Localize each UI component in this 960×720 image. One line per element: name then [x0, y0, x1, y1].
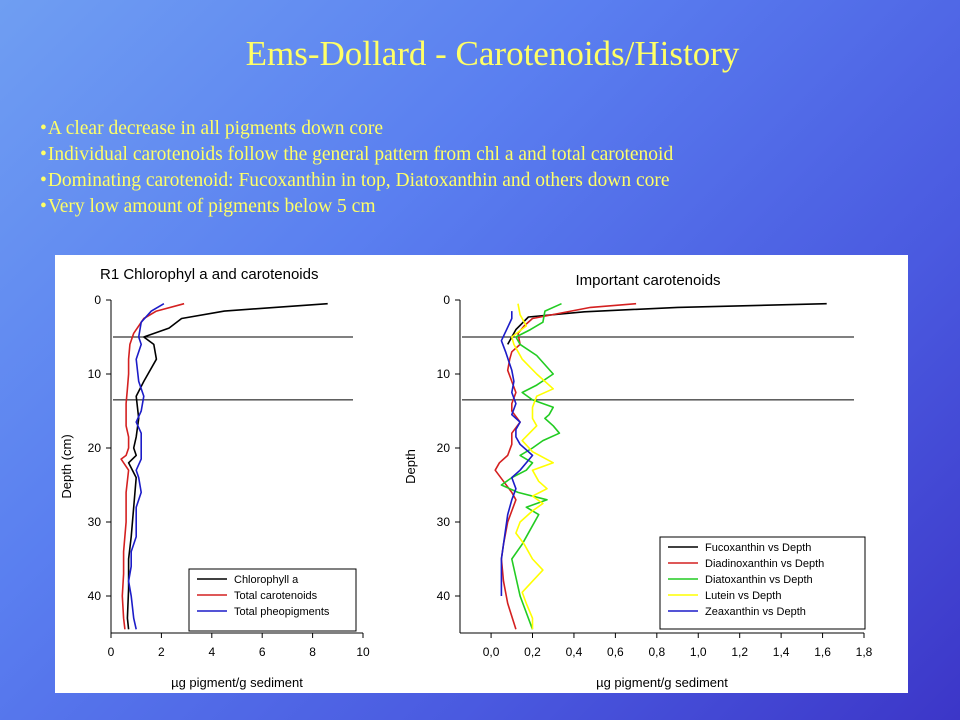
chart-title: Important carotenoids: [575, 272, 720, 289]
legend-label: Total pheopigments: [234, 606, 330, 618]
series-line: [127, 303, 165, 630]
bullet-item: Individual carotenoids follow the genera…: [40, 142, 673, 168]
legend-label: Diatoxanthin vs Depth: [705, 574, 813, 586]
bullet-item: Very low amount of pigments below 5 cm: [40, 194, 673, 220]
x-axis-label: µg pigment/g sediment: [171, 675, 303, 690]
legend-label: Chlorophyll a: [234, 574, 299, 586]
series-line: [510, 303, 555, 630]
x-tick-label: 2: [158, 645, 165, 659]
slide-title: Ems-Dollard - Carotenoids/History: [245, 34, 740, 73]
x-tick-label: 1,2: [731, 645, 748, 659]
chart-panel: R1 Chlorophyl a and carotenoids 0 10 20 30 40…: [55, 255, 908, 693]
legend-label: Total carotenoids: [234, 590, 318, 602]
legend-label: Fucoxanthin vs Depth: [705, 542, 811, 554]
y-tick-label: 10: [88, 367, 102, 381]
y-tick-label: 10: [437, 367, 451, 381]
x-tick-label: 0,8: [648, 645, 665, 659]
x-tick-label: 0: [108, 645, 115, 659]
x-axis-label: µg pigment/g sediment: [596, 675, 728, 690]
bullet-item: A clear decrease in all pigments down co…: [40, 116, 673, 142]
x-tick-label: 1,6: [814, 645, 831, 659]
y-tick-label: 20: [437, 441, 451, 455]
y-axis-label: Depth: [403, 449, 418, 484]
y-axis-label: Depth (cm): [59, 434, 74, 498]
series-line: [500, 311, 534, 596]
chart-title: R1 Chlorophyl a and carotenoids: [100, 266, 318, 283]
x-tick-label: 0,6: [607, 645, 624, 659]
bullet-item: Dominating carotenoid: Fucoxanthin in to…: [40, 168, 673, 194]
x-tick-label: 1,0: [690, 645, 707, 659]
y-tick-label: 40: [88, 589, 102, 603]
x-tick-label: 0,4: [566, 645, 583, 659]
y-tick-label: 0: [443, 293, 450, 307]
x-tick-label: 4: [208, 645, 215, 659]
x-tick-label: 8: [309, 645, 316, 659]
y-tick-label: 20: [88, 441, 102, 455]
charts-svg: R1 Chlorophyl a and carotenoids010203040…: [59, 266, 873, 690]
series-line: [500, 302, 562, 630]
y-tick-label: 30: [437, 515, 451, 529]
y-tick-label: 40: [437, 589, 451, 603]
legend-box: [659, 536, 866, 630]
x-tick-label: 0,0: [483, 645, 500, 659]
x-tick-label: 6: [259, 645, 266, 659]
legend-label: Diadinoxanthin vs Depth: [705, 558, 824, 570]
x-tick-label: 1,8: [856, 645, 873, 659]
series-line: [507, 302, 827, 345]
bullet-list: A clear decrease in all pigments down co…: [40, 116, 673, 220]
series-line: [120, 302, 185, 630]
y-tick-label: 0: [94, 293, 101, 307]
legend-label: Zeaxanthin vs Depth: [705, 606, 806, 618]
series-line: [126, 302, 328, 630]
y-tick-label: 30: [88, 515, 102, 529]
legend-label: Lutein vs Depth: [705, 590, 781, 602]
x-tick-label: 10: [356, 645, 370, 659]
x-tick-label: 0,2: [524, 645, 541, 659]
x-tick-label: 1,4: [773, 645, 790, 659]
